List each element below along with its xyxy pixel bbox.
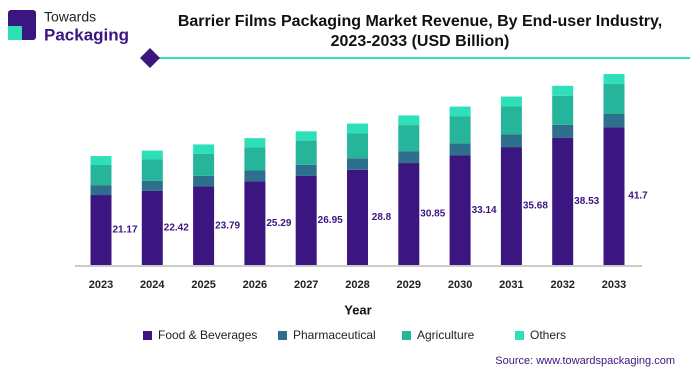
bar-segment xyxy=(552,85,574,96)
bar-segment xyxy=(603,113,625,128)
x-axis-label: Year xyxy=(344,302,371,317)
data-label: 22.42 xyxy=(164,223,189,234)
bar-segment xyxy=(141,159,163,181)
bar-segment xyxy=(449,155,471,265)
bar-segment xyxy=(193,175,215,187)
x-tick-label: 2032 xyxy=(550,279,574,291)
bar-segment xyxy=(449,116,471,144)
data-label: 23.79 xyxy=(215,220,240,231)
bar-segment xyxy=(398,115,420,126)
bar-segment xyxy=(244,147,266,171)
bar-segment xyxy=(193,144,215,154)
bar-segment xyxy=(347,123,368,134)
bar-segment xyxy=(552,95,574,125)
bar-segment xyxy=(90,156,112,165)
title-rule-icon xyxy=(140,48,160,68)
bar-segment xyxy=(295,164,317,176)
legend-swatch xyxy=(278,331,287,340)
legend-label: Agriculture xyxy=(417,328,475,342)
x-tick-label: 2029 xyxy=(397,279,421,291)
logo-text: Towards xyxy=(44,9,96,25)
legend-swatch xyxy=(515,331,524,340)
source: Source: www.towardspackaging.com xyxy=(495,355,675,367)
legend-label: Others xyxy=(530,328,566,342)
bar-segment xyxy=(449,143,471,156)
bar-segment xyxy=(552,124,574,138)
legend-swatch xyxy=(143,331,152,340)
legend-label: Food & Beverages xyxy=(158,328,257,342)
bar-segment xyxy=(193,186,215,265)
data-label: 33.14 xyxy=(472,205,497,216)
legend-label: Pharmaceutical xyxy=(293,328,376,342)
bar-segment xyxy=(347,133,368,159)
bar-segment xyxy=(500,106,522,135)
bar-segment xyxy=(90,164,112,186)
bar-segment xyxy=(603,83,625,114)
bar-segment xyxy=(449,106,471,117)
x-tick-label: 2023 xyxy=(89,279,113,291)
bar-segment xyxy=(603,74,625,84)
data-label: 21.17 xyxy=(112,225,137,236)
bar-segment xyxy=(141,150,163,160)
bar-segment xyxy=(295,175,317,265)
data-label: 28.8 xyxy=(372,212,392,223)
bar-segment xyxy=(244,170,266,182)
x-tick-label: 2026 xyxy=(243,279,267,291)
bar-segment xyxy=(90,185,112,196)
data-label: 41.7 xyxy=(628,191,648,202)
bar-segment xyxy=(141,180,163,191)
data-label: 30.85 xyxy=(420,209,445,220)
bar-segment xyxy=(193,153,215,176)
bar-segment xyxy=(90,195,112,265)
bar-segment xyxy=(244,181,266,265)
x-tick-label: 2028 xyxy=(345,279,369,291)
x-tick-label: 2024 xyxy=(140,279,165,291)
legend-swatch xyxy=(402,331,411,340)
data-label: 26.95 xyxy=(318,215,343,226)
bar-segment xyxy=(347,158,368,170)
chart-title: Barrier Films Packaging Market Revenue, … xyxy=(177,13,663,50)
data-label: 38.53 xyxy=(574,196,599,207)
bar-segment xyxy=(295,140,317,165)
bar-segment xyxy=(603,127,625,265)
x-tick-label: 2025 xyxy=(191,279,215,291)
logo-mark-accent xyxy=(8,26,22,40)
bar-segment xyxy=(295,131,317,141)
logo-text: Packaging xyxy=(44,25,129,44)
bar-segment xyxy=(244,138,266,148)
bar-segment xyxy=(500,147,522,265)
bar-segment xyxy=(398,163,420,265)
bar-segment xyxy=(500,96,522,107)
x-tick-label: 2033 xyxy=(602,279,626,291)
data-label: 35.68 xyxy=(523,201,548,212)
bar-segment xyxy=(398,125,420,152)
x-tick-label: 2031 xyxy=(499,279,523,291)
bar-segment xyxy=(398,151,420,164)
bar-segment xyxy=(141,190,163,265)
data-label: 25.29 xyxy=(266,218,291,229)
bar-segment xyxy=(552,137,574,265)
bar-segment xyxy=(347,169,368,265)
x-tick-label: 2030 xyxy=(448,279,472,291)
bar-segment xyxy=(500,134,522,148)
x-tick-label: 2027 xyxy=(294,279,318,291)
